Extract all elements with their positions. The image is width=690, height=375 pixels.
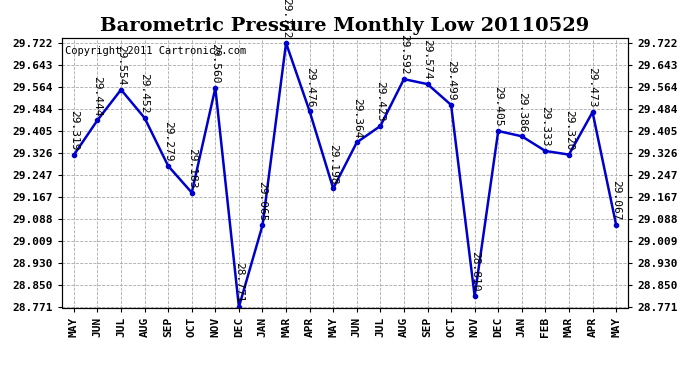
Text: 29.279: 29.279: [164, 121, 173, 162]
Text: 29.386: 29.386: [517, 92, 526, 132]
Text: 29.065: 29.065: [257, 181, 268, 221]
Text: 29.364: 29.364: [352, 98, 362, 138]
Text: 29.067: 29.067: [611, 180, 621, 220]
Text: 29.198: 29.198: [328, 144, 338, 184]
Text: 29.473: 29.473: [588, 68, 598, 108]
Text: 29.560: 29.560: [210, 44, 220, 84]
Text: 29.452: 29.452: [139, 73, 150, 114]
Text: 29.423: 29.423: [375, 81, 385, 122]
Text: 29.476: 29.476: [305, 67, 315, 107]
Text: 29.574: 29.574: [422, 39, 433, 80]
Text: 28.810: 28.810: [470, 252, 480, 292]
Title: Barometric Pressure Monthly Low 20110529: Barometric Pressure Monthly Low 20110529: [100, 16, 590, 34]
Text: 29.333: 29.333: [540, 106, 551, 147]
Text: 29.444: 29.444: [92, 75, 102, 116]
Text: 29.405: 29.405: [493, 86, 503, 127]
Text: 29.499: 29.499: [446, 60, 456, 101]
Text: 29.320: 29.320: [564, 110, 574, 150]
Text: 29.722: 29.722: [281, 0, 291, 39]
Text: 29.319: 29.319: [69, 110, 79, 151]
Text: 29.554: 29.554: [116, 45, 126, 86]
Text: 28.771: 28.771: [234, 262, 244, 303]
Text: 29.592: 29.592: [399, 34, 409, 75]
Text: 29.183: 29.183: [187, 148, 197, 189]
Text: Copyright 2011 Cartronics.com: Copyright 2011 Cartronics.com: [65, 46, 246, 56]
